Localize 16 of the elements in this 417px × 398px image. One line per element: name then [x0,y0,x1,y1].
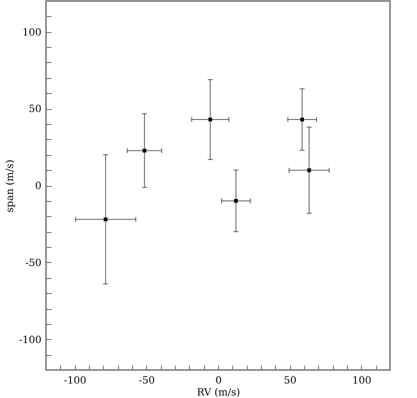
point [300,118,304,122]
x-axis-title: RV (m/s) [196,388,240,398]
point [208,118,212,122]
x-tick-label: 0 [215,376,222,386]
y-tick-label: 100 [22,27,42,38]
x-tick-label: 50 [284,376,297,386]
y-tick-label: 0 [35,181,42,192]
y-tick-label: 50 [28,104,42,116]
y-tick-label: -100 [19,334,42,346]
x-tick-label: 100 [352,376,372,386]
x-tick-label: -100 [64,376,86,386]
point [234,199,238,203]
y-axis-title: span (m/s) [5,159,16,212]
y-tick-label: -50 [25,258,42,269]
x-tick-label: -50 [138,376,155,386]
point [142,148,146,152]
